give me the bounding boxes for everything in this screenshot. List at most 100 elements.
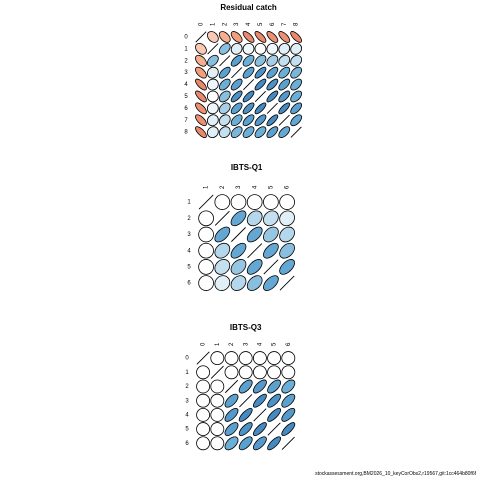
correlation-ellipse-mark: [196, 407, 211, 422]
correlation-ellipse-mark: [254, 66, 267, 79]
diagonal-line-mark: [219, 55, 231, 67]
correlation-ellipse-mark: [218, 42, 231, 55]
correlation-ellipse-mark: [281, 407, 296, 422]
row-tick-label: 2: [184, 58, 188, 64]
diagonal-line-mark: [224, 379, 239, 394]
correlation-ellipse-mark: [238, 407, 253, 422]
row-tick-label: 4: [185, 412, 189, 418]
correlation-ellipse-mark: [281, 351, 296, 366]
correlation-ellipse-mark: [206, 31, 219, 43]
column-tick-label: 2: [220, 185, 226, 189]
correlation-ellipse-mark: [278, 66, 291, 79]
panel-title: IBTS-Q1: [231, 163, 263, 172]
correlation-ellipse-mark: [238, 365, 253, 380]
correlation-ellipse-mark: [210, 379, 225, 394]
correlation-ellipse-mark: [195, 102, 207, 115]
correlation-ellipse-mark: [218, 90, 231, 103]
correlation-ellipse-mark: [230, 275, 247, 291]
correlation-ellipse-mark: [266, 31, 279, 43]
correlation-ellipse-mark: [252, 393, 267, 408]
correlation-ellipse-mark: [196, 436, 211, 451]
correlation-ellipse-mark: [224, 407, 239, 422]
diagonal-line-mark: [231, 67, 243, 79]
row-tick-label: 3: [187, 232, 191, 238]
correlation-ellipse-mark: [238, 436, 253, 451]
correlation-ellipse-mark: [224, 436, 239, 451]
column-tick-label: 2: [222, 22, 228, 26]
correlation-ellipse-mark: [278, 126, 291, 139]
row-tick-label: 2: [187, 216, 191, 222]
correlation-ellipse-mark: [266, 78, 279, 91]
diagonal-line-mark: [195, 31, 207, 43]
panel-title: IBTS-Q3: [230, 323, 262, 332]
correlation-ellipse-mark: [195, 114, 207, 127]
column-tick-label: 3: [243, 342, 249, 346]
diagonal-line-mark: [247, 243, 263, 259]
correlation-ellipse-mark: [252, 351, 267, 366]
correlation-ellipse-mark: [210, 393, 225, 408]
correlation-ellipse-mark: [254, 31, 267, 43]
correlation-ellipse-mark: [214, 259, 231, 275]
correlation-ellipse-mark: [210, 436, 225, 451]
column-tick-label: 6: [285, 185, 291, 189]
diagonal-line-mark: [214, 210, 230, 226]
correlation-ellipse-mark: [267, 365, 282, 380]
correlation-ellipse-mark: [206, 54, 219, 67]
correlation-ellipse-mark: [242, 90, 255, 103]
column-tick-label: 5: [258, 22, 264, 26]
correlation-ellipse-mark: [246, 259, 263, 275]
correlation-ellipse-mark: [279, 226, 295, 243]
column-tick-label: 3: [234, 22, 240, 26]
correlation-ellipse-mark: [218, 102, 231, 115]
correlation-ellipse-mark: [195, 42, 207, 55]
column-tick-label: 4: [252, 185, 258, 189]
correlation-ellipse-mark: [290, 31, 303, 43]
correlation-ellipse-mark: [230, 194, 247, 210]
correlation-ellipse-mark: [214, 275, 231, 291]
column-tick-label: 5: [272, 342, 278, 346]
correlation-ellipse-mark: [242, 114, 255, 127]
correlation-ellipse-mark: [267, 436, 282, 451]
correlation-ellipse-mark: [224, 365, 239, 380]
diagonal-line-mark: [266, 102, 278, 114]
correlation-ellipse-mark: [206, 114, 219, 127]
row-tick-label: 2: [185, 384, 189, 390]
correlation-ellipse-mark: [263, 242, 279, 259]
diagonal-line-mark: [279, 275, 295, 291]
row-tick-label: 6: [184, 106, 188, 112]
correlation-ellipse-mark: [195, 66, 207, 79]
row-tick-label: 4: [184, 82, 188, 88]
diagonal-line-mark: [198, 194, 214, 210]
correlation-ellipse-mark: [281, 422, 296, 437]
diagonal-line-mark: [290, 126, 302, 138]
correlation-ellipse-mark: [218, 66, 231, 79]
correlation-ellipse-mark: [254, 114, 267, 127]
column-tick-label: 1: [215, 342, 221, 346]
correlation-ellipse-mark: [230, 114, 243, 127]
correlation-ellipse-mark: [246, 194, 263, 210]
correlation-ellipse-mark: [281, 393, 296, 408]
correlation-ellipse-mark: [195, 78, 207, 91]
row-tick-label: 6: [187, 281, 191, 287]
column-tick-label: 7: [282, 22, 288, 26]
correlation-ellipse-mark: [242, 42, 255, 55]
correlation-ellipse-mark: [198, 210, 214, 227]
correlation-ellipse-mark: [198, 259, 214, 275]
correlation-ellipse-mark: [266, 66, 279, 79]
correlation-ellipse-mark: [230, 210, 247, 227]
correlation-ellipse-mark: [279, 259, 295, 275]
row-tick-label: 3: [185, 398, 189, 404]
correlation-ellipse-mark: [266, 126, 279, 139]
correlation-ellipse-mark: [206, 102, 219, 115]
row-tick-label: 0: [184, 35, 188, 41]
row-tick-label: 7: [184, 118, 188, 124]
correlation-ellipse-mark: [279, 194, 295, 210]
column-tick-label: 4: [246, 22, 252, 26]
correlation-ellipse-mark: [278, 102, 291, 115]
correlation-ellipse-mark: [266, 54, 279, 67]
row-tick-label: 5: [187, 264, 191, 270]
correlation-ellipse-mark: [267, 379, 282, 394]
correlation-ellipse-mark: [195, 126, 207, 139]
column-tick-label: 6: [286, 342, 292, 346]
column-tick-label: 0: [199, 22, 205, 26]
